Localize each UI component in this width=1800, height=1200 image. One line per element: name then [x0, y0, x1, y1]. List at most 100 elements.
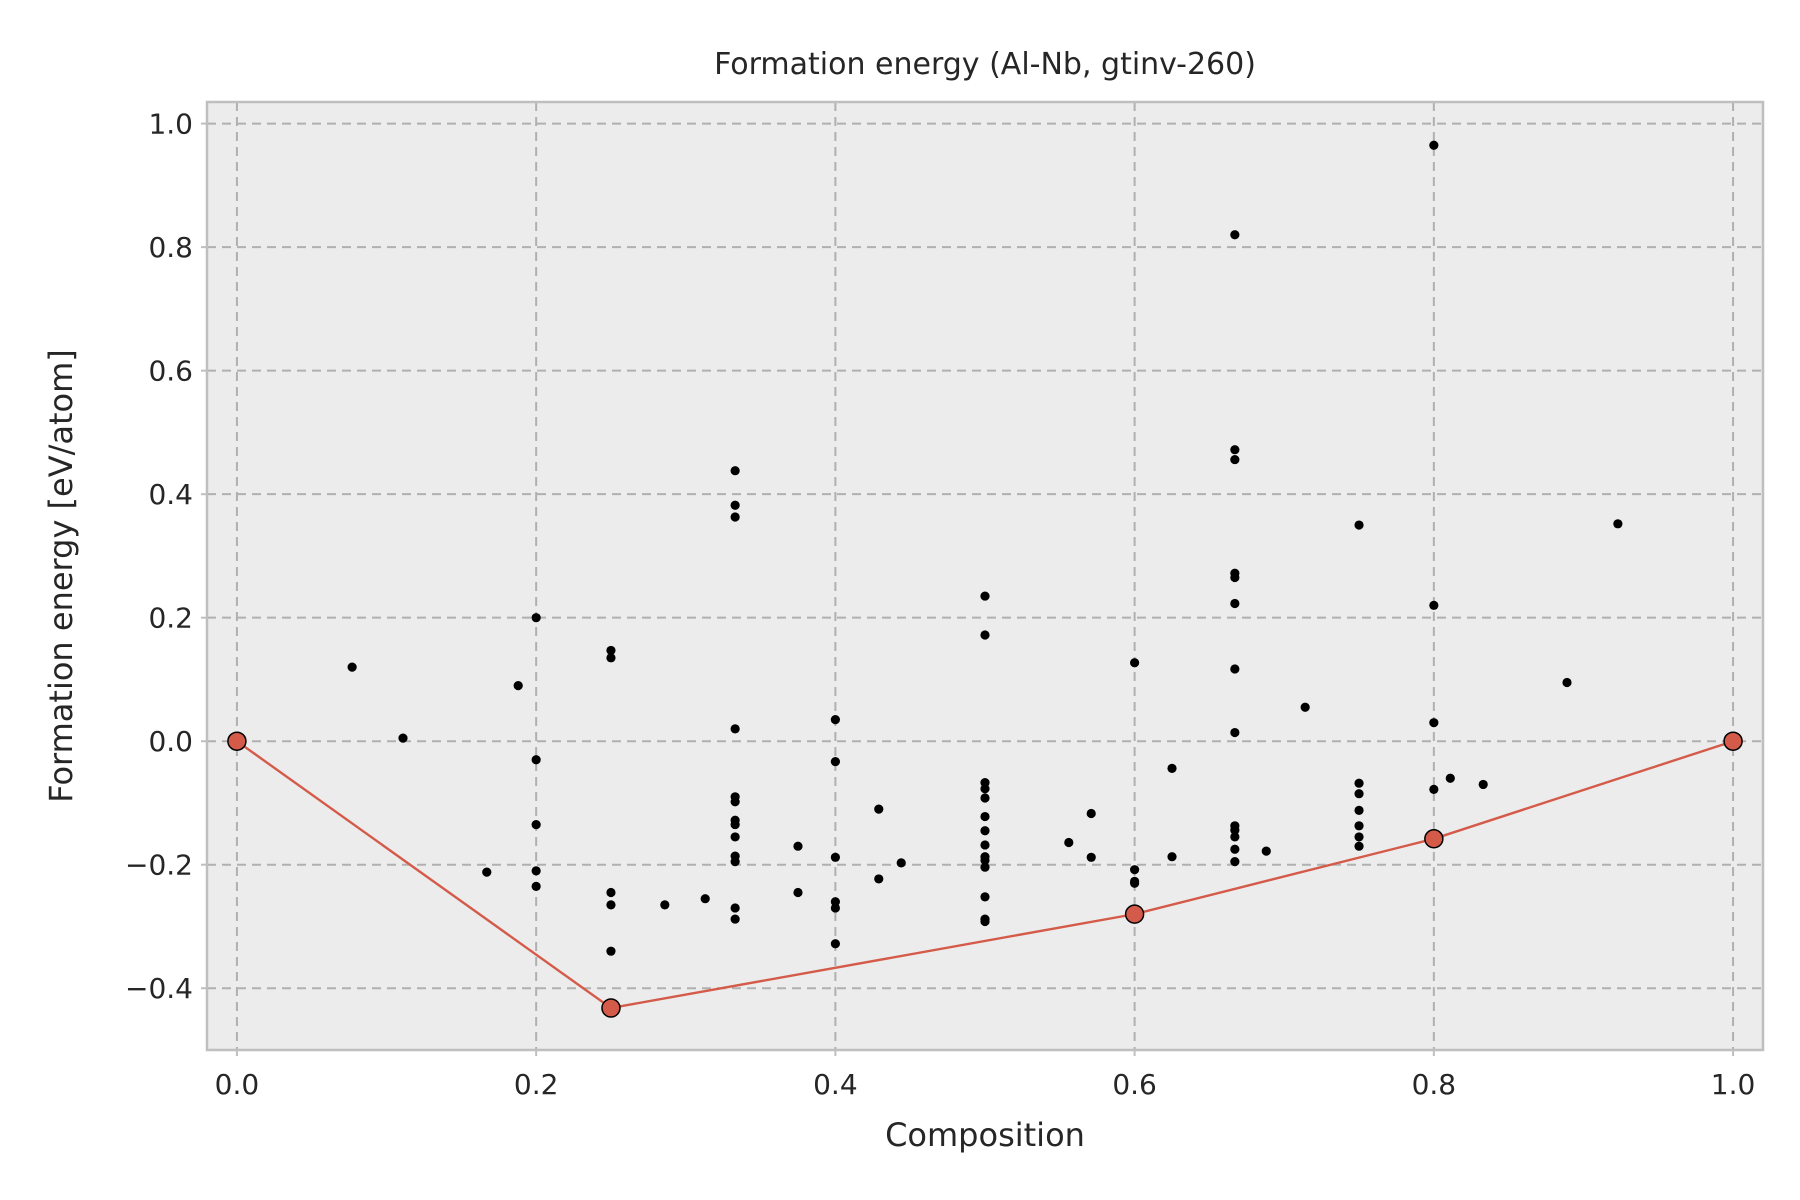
structure-point: [606, 645, 616, 656]
structure-point: [980, 826, 990, 836]
structure-point: [1230, 844, 1240, 854]
y-tick-label: 1.0: [148, 108, 193, 141]
structure-point: [1429, 718, 1439, 728]
structure-point: [531, 866, 541, 876]
plot-frame: [205, 100, 1765, 1052]
structure-point: [1130, 878, 1140, 888]
structure-point: [793, 841, 803, 851]
structure-point: [1167, 852, 1177, 862]
structure-point: [1230, 857, 1240, 867]
y-tick-label: 0.6: [148, 355, 193, 388]
structure-point: [1445, 773, 1455, 783]
structure-point: [980, 916, 990, 927]
structure-point: [730, 724, 740, 734]
structure-point: [1354, 520, 1364, 530]
structure-point: [980, 862, 990, 872]
structure-point: [1230, 832, 1240, 842]
structure-point: [730, 903, 740, 913]
structure-point: [1354, 789, 1364, 799]
x-tick-label: 1.0: [1711, 1068, 1756, 1101]
structure-point: [1230, 598, 1240, 609]
structure-point: [980, 892, 990, 902]
x-axis-ticks: 0.0 0.2 0.4 0.6 0.8 1.0: [215, 1050, 1756, 1101]
structure-point: [730, 500, 740, 510]
structure-points: [347, 140, 1623, 956]
structure-point: [730, 819, 740, 830]
y-tick-label: 0.4: [148, 478, 193, 511]
structure-point: [1354, 841, 1364, 851]
structure-point: [1429, 600, 1439, 610]
structure-point: [980, 811, 990, 822]
structure-point: [980, 855, 990, 866]
structure-point: [1230, 825, 1240, 835]
x-tick-label: 0.4: [813, 1068, 858, 1101]
structure-point: [830, 939, 840, 949]
chart-title: Formation energy (Al-Nb, gtinv-260): [714, 47, 1256, 82]
structure-point: [980, 793, 990, 803]
x-tick-label: 0.8: [1412, 1068, 1457, 1101]
structure-point: [830, 903, 840, 913]
structure-point: [1064, 837, 1074, 848]
structure-point: [730, 832, 740, 842]
structure-point: [1478, 779, 1488, 790]
structure-point: [730, 466, 740, 476]
y-tick-label: −0.2: [125, 849, 193, 882]
structure-point: [531, 881, 541, 891]
x-tick-label: 0.6: [1112, 1068, 1157, 1101]
structure-point: [730, 914, 740, 924]
structure-point: [1130, 865, 1140, 875]
y-axis-label: Formation energy [eV/atom]: [42, 349, 80, 803]
structure-point: [874, 804, 884, 814]
hull-vertex: [1723, 731, 1743, 751]
structure-point: [980, 784, 990, 794]
structure-point: [1086, 808, 1096, 819]
structure-point: [1354, 778, 1364, 788]
hull-vertex: [1124, 904, 1145, 924]
plot-area: [207, 102, 1763, 1050]
structure-point: [1354, 832, 1364, 842]
x-tick-label: 0.0: [215, 1068, 260, 1101]
grid-lines: [207, 102, 1763, 1050]
structure-point: [1354, 821, 1364, 831]
structure-point: [347, 662, 357, 672]
structure-point: [1261, 846, 1271, 856]
structure-point: [531, 755, 541, 765]
structure-point: [830, 756, 840, 767]
structure-point: [730, 797, 740, 807]
structure-point: [980, 840, 990, 850]
hull-vertex: [601, 998, 621, 1018]
hull-vertex: [227, 731, 247, 751]
structure-point: [1230, 454, 1240, 465]
structure-point: [730, 512, 740, 522]
structure-point: [1300, 702, 1310, 712]
structure-point: [531, 819, 541, 830]
structure-point: [1230, 727, 1240, 738]
structure-point: [1429, 784, 1439, 794]
structure-point: [513, 681, 523, 691]
structure-point: [1613, 519, 1623, 529]
structure-point: [874, 874, 884, 884]
structure-point: [398, 733, 408, 743]
x-tick-label: 0.2: [514, 1068, 559, 1101]
y-tick-label: 0.0: [148, 725, 193, 758]
structure-point: [1562, 677, 1572, 688]
structure-point: [1086, 852, 1096, 862]
structure-point: [980, 630, 990, 640]
structure-point: [1130, 658, 1140, 668]
structure-point: [1429, 140, 1439, 150]
structure-point: [606, 946, 616, 956]
structure-point: [1167, 763, 1177, 773]
x-axis-label: Composition: [885, 1116, 1085, 1154]
convex-hull: [227, 731, 1743, 1018]
structure-point: [606, 887, 616, 898]
structure-point: [980, 591, 990, 601]
hull-vertex: [1424, 829, 1444, 849]
structure-point: [700, 894, 710, 904]
structure-point: [606, 900, 616, 910]
structure-point: [482, 867, 492, 877]
structure-point: [1230, 445, 1240, 455]
y-tick-label: 0.2: [148, 602, 193, 635]
structure-point: [1230, 572, 1240, 583]
structure-point: [1354, 805, 1364, 815]
